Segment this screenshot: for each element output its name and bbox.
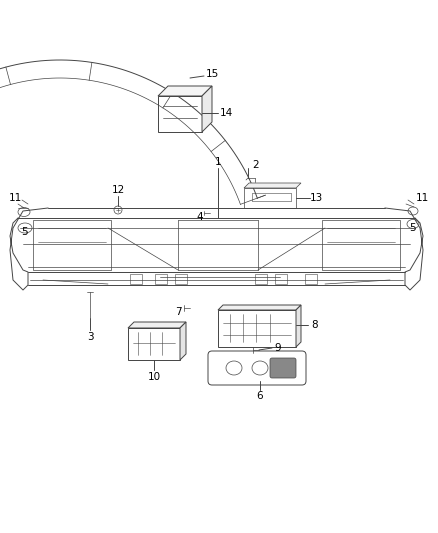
Text: 13: 13 bbox=[309, 193, 323, 203]
Text: 1: 1 bbox=[215, 157, 221, 167]
Text: 15: 15 bbox=[205, 69, 219, 79]
Polygon shape bbox=[218, 305, 301, 310]
Text: 7: 7 bbox=[175, 307, 181, 317]
FancyBboxPatch shape bbox=[270, 358, 296, 378]
Text: 14: 14 bbox=[219, 108, 233, 118]
Text: 4: 4 bbox=[197, 212, 203, 222]
Polygon shape bbox=[158, 86, 212, 96]
Polygon shape bbox=[180, 322, 186, 360]
Polygon shape bbox=[244, 183, 301, 188]
Text: 9: 9 bbox=[275, 343, 281, 353]
Polygon shape bbox=[202, 86, 212, 132]
Text: 5: 5 bbox=[22, 227, 28, 237]
Text: 11: 11 bbox=[8, 193, 21, 203]
Text: 3: 3 bbox=[87, 332, 93, 342]
Text: 12: 12 bbox=[111, 185, 125, 195]
Text: 11: 11 bbox=[415, 193, 429, 203]
Text: 10: 10 bbox=[148, 372, 161, 382]
Text: 2: 2 bbox=[253, 160, 259, 170]
Text: 5: 5 bbox=[410, 223, 416, 233]
Text: 8: 8 bbox=[312, 320, 318, 330]
Text: 6: 6 bbox=[257, 391, 263, 401]
Polygon shape bbox=[296, 305, 301, 347]
Polygon shape bbox=[128, 322, 186, 328]
